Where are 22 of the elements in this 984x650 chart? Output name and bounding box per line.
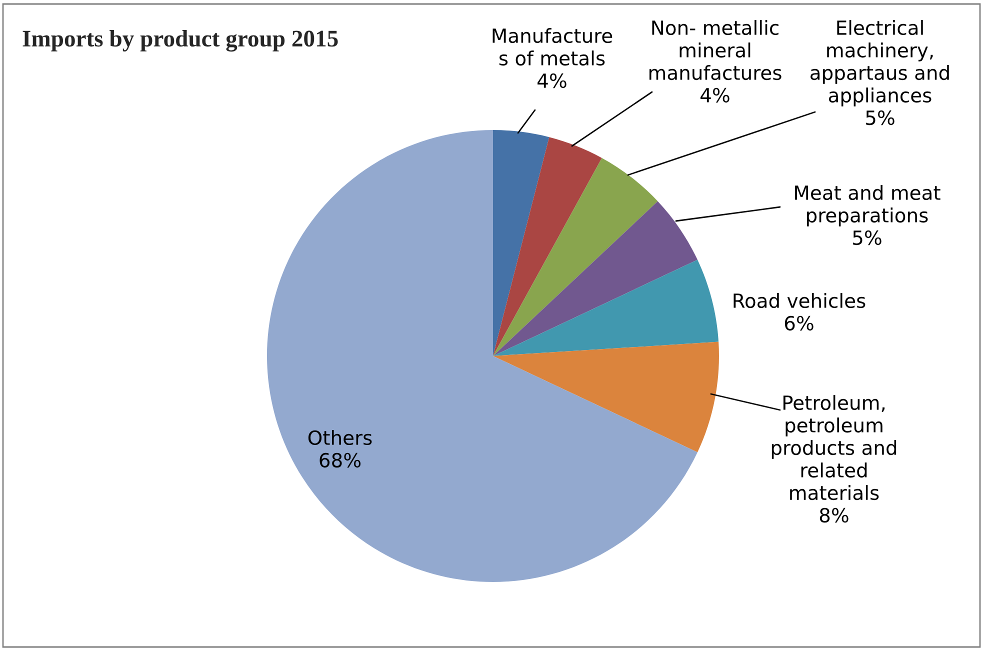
slice-label: Others	[308, 430, 372, 446]
pie-slice	[493, 342, 719, 452]
slice-label: Road vehicles	[734, 293, 866, 308]
pie-slice	[267, 130, 698, 582]
data-label: 6%	[784, 316, 814, 331]
pie-slice	[493, 158, 658, 356]
data-label: 4%	[538, 73, 566, 88]
chart-title: Imports by product group 2015	[22, 30, 338, 52]
slice-label: Non- metallic mineral manufactures	[649, 20, 782, 80]
slice-label: Petroleum, petroleum products and related materials	[772, 395, 896, 500]
slice-label: Meat and meat preparations	[795, 185, 940, 226]
data-label: 5%	[853, 230, 882, 246]
pie-slice	[493, 260, 719, 356]
data-label: 8%	[820, 508, 848, 523]
data-label: 5%	[866, 110, 894, 126]
pie-slice	[493, 130, 550, 356]
slice-label: Manufacture s of metals	[492, 28, 612, 66]
data-label: 4%	[700, 88, 730, 103]
pie-slice	[493, 137, 602, 356]
slice-label: Electrical machinery, appartaus and appliances	[810, 20, 949, 106]
data-label: 68%	[320, 452, 361, 468]
pie-slice	[493, 201, 698, 356]
